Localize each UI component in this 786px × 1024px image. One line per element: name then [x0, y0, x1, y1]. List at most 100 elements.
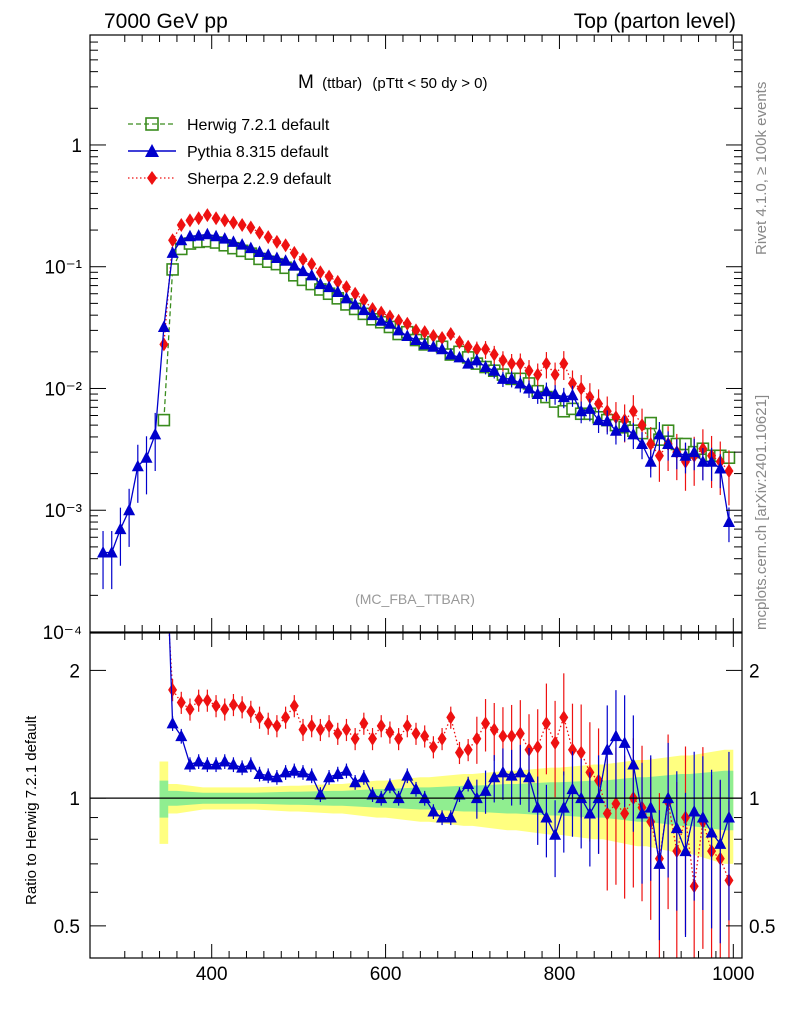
ratio-sherpa-point — [228, 697, 238, 712]
ratio-pythia-point — [201, 758, 214, 770]
ratio-pythia-point — [583, 806, 596, 819]
sherpa-point — [646, 436, 656, 451]
ratio-sherpa-point — [281, 710, 291, 725]
pythia-point — [679, 449, 692, 461]
pythia-point — [383, 317, 396, 329]
ratio-pythia-point — [366, 787, 379, 800]
pythia-point — [670, 445, 683, 458]
ratio-sherpa-point — [350, 731, 360, 746]
sherpa-marker-icon — [147, 171, 157, 185]
legend-entry-sherpa: Sherpa 2.2.9 default — [128, 171, 332, 188]
ratio-pythia-point — [244, 758, 257, 770]
ratio-y-tick-label-right: 0.5 — [749, 917, 775, 938]
ratio-pythia-point — [688, 805, 701, 817]
ratio-sherpa-point — [533, 739, 543, 754]
ratio-pythia-point — [383, 779, 396, 791]
sherpa-point — [324, 269, 334, 284]
ratio-sherpa-point — [541, 716, 551, 731]
ratio-pythia-point — [453, 787, 466, 800]
pythia-point — [549, 387, 562, 400]
sherpa-point — [437, 330, 447, 345]
pythia-point — [262, 248, 275, 260]
main-y-tick-label: 10⁻² — [45, 379, 83, 400]
header-process-label: Top (parton level) — [574, 10, 736, 33]
ratio-sherpa-point — [550, 735, 560, 750]
sherpa-point — [202, 208, 212, 223]
pythia-point — [696, 455, 709, 467]
ratio-pythia-point — [653, 857, 666, 869]
main-series-layer — [97, 208, 736, 590]
pythia-point — [444, 348, 457, 360]
ratio-pythia-point — [644, 801, 657, 813]
pythia-point — [270, 251, 283, 263]
sherpa-point — [385, 309, 395, 324]
pythia-point — [288, 259, 301, 271]
ratio-sherpa-point — [376, 718, 386, 733]
pythia-point — [705, 455, 718, 467]
sherpa-point — [272, 234, 282, 249]
ratio-sherpa-point — [185, 702, 195, 717]
pythia-point — [140, 451, 153, 463]
ratio-pythia-point — [183, 758, 196, 770]
ratio-pythia-point — [236, 761, 249, 773]
pythia-point — [175, 233, 188, 246]
ratio-sherpa-point — [420, 729, 430, 744]
pythia-point — [236, 238, 249, 250]
sherpa-point — [237, 218, 247, 233]
pythia-point — [653, 427, 666, 440]
title-cut: (pTtt < 50 dy > 0) — [372, 75, 487, 92]
ratio-y-tick-label-left: 2 — [69, 661, 80, 682]
sherpa-point — [594, 396, 604, 411]
x-tick-label: 600 — [370, 964, 402, 985]
axes-layer: 400 600 800 1000 1 10⁻¹ 10⁻² 10⁻³ 10⁻⁴ 0.5 0.5 1 1 2 2 — [43, 34, 775, 985]
sherpa-point — [533, 367, 543, 382]
ratio-sherpa-point — [602, 806, 612, 821]
herwig-marker-icon — [145, 117, 159, 131]
sherpa-point — [481, 342, 491, 357]
ratio-sherpa-point — [620, 806, 630, 821]
ratio-pythia-point — [357, 770, 370, 783]
ratio-pythia-point — [323, 770, 336, 783]
pythia-point — [323, 280, 336, 293]
pythia-point — [714, 462, 727, 474]
pythia-point — [470, 353, 483, 366]
pythia-point — [488, 364, 501, 376]
sherpa-point — [315, 265, 325, 280]
ratio-pythia-point — [714, 837, 727, 849]
ratio-sherpa-point — [220, 702, 230, 717]
ratio-sherpa-point — [515, 726, 525, 741]
mcplots-citation-label: mcplots.cern.ch [arXiv:2401.10621] — [753, 395, 770, 630]
pythia-point — [340, 291, 353, 304]
legend-entry-pythia: Pythia 8.315 default — [128, 144, 329, 161]
sherpa-point — [333, 274, 343, 289]
sherpa-point — [446, 327, 456, 342]
sherpa-point — [176, 218, 186, 233]
analysis-tag: (MC_FBA_TTBAR) — [355, 591, 475, 607]
ratio-pythia-point — [670, 821, 683, 834]
ratio-y-tick-label-right: 1 — [749, 789, 760, 810]
sherpa-point — [394, 313, 404, 328]
sherpa-point — [576, 381, 586, 396]
pythia-point — [357, 303, 370, 316]
pythia-point — [592, 413, 605, 426]
sherpa-point — [654, 448, 664, 463]
sherpa-point — [298, 252, 308, 267]
sherpa-point — [228, 215, 238, 230]
sherpa-point — [220, 213, 230, 228]
x-tick-label: 400 — [196, 964, 228, 985]
ratio-pythia-point — [479, 784, 492, 796]
ratio-pythia-point — [427, 805, 440, 817]
sherpa-point — [307, 257, 317, 272]
sherpa-point — [515, 356, 525, 371]
ratio-sherpa-point — [272, 718, 282, 733]
pythia-point — [523, 381, 536, 394]
sherpa-point — [585, 390, 595, 405]
ratio-y-tick-label-right: 2 — [749, 661, 760, 682]
sherpa-point — [498, 353, 508, 368]
sherpa-point — [472, 342, 482, 357]
sherpa-point — [211, 211, 221, 226]
pythia-point — [644, 455, 657, 467]
ratio-series-layer — [90, 633, 742, 958]
ratio-axis-label: Ratio to Herwig 7.2.1 default — [23, 715, 40, 905]
pythia-point — [105, 545, 118, 558]
